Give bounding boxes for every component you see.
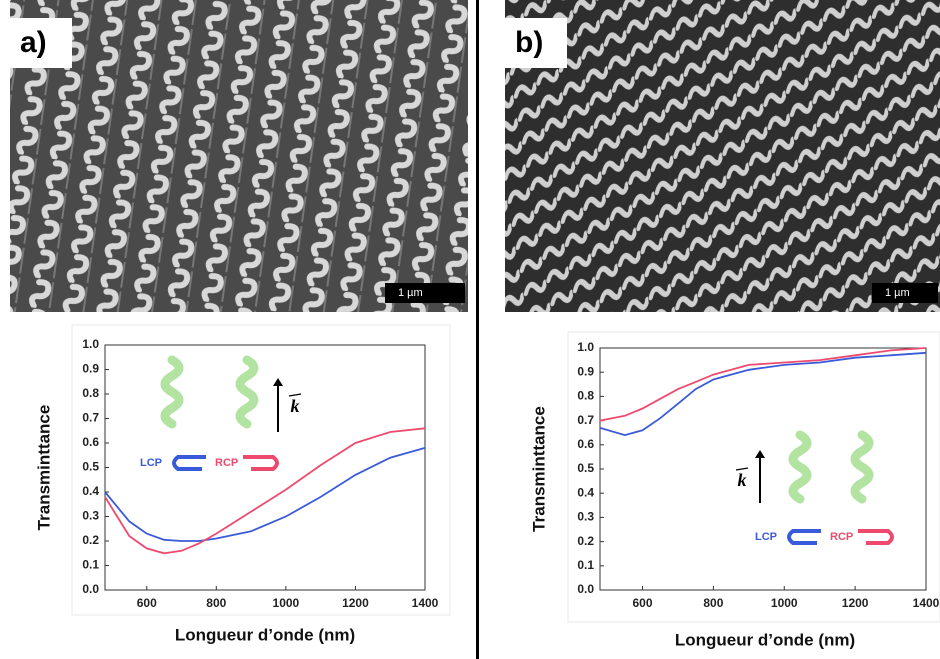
y-tick-label: 0.4 xyxy=(82,484,99,498)
y-tick-label: 0.0 xyxy=(577,582,594,596)
y-tick-label: 0.7 xyxy=(82,411,99,425)
y-tick-label: 0.9 xyxy=(82,362,99,376)
y-tick-label: 1.0 xyxy=(577,340,594,354)
legend-swatch xyxy=(858,529,894,545)
y-tick-label: 0.6 xyxy=(577,437,594,451)
y-tick-label: 0.7 xyxy=(577,413,594,427)
divider xyxy=(476,0,479,659)
y-tick-label: 0.1 xyxy=(577,558,594,572)
y-tick-label: 0.1 xyxy=(82,558,99,572)
line-series xyxy=(104,447,426,542)
vector-bar xyxy=(288,393,302,397)
line-series xyxy=(599,351,927,437)
y-tick-label: 0.2 xyxy=(82,533,99,547)
line-series xyxy=(104,427,426,555)
scale-bar-label: 1 µm xyxy=(398,287,423,299)
legend-label: LCP xyxy=(755,531,777,543)
sem-image xyxy=(10,0,468,312)
x-axis-label: Longueur d’onde (nm) xyxy=(175,625,355,644)
panel-label: a) xyxy=(20,26,47,59)
y-tick-label: 0.3 xyxy=(577,510,594,524)
x-tick-label: 1200 xyxy=(342,596,369,610)
panel-label-box xyxy=(505,18,567,68)
x-tick-label: 1000 xyxy=(273,596,300,610)
helix xyxy=(235,355,259,429)
chart-frame xyxy=(567,331,940,623)
y-tick-label: 0.5 xyxy=(82,460,99,474)
y-axis-label: Transminttance xyxy=(34,405,53,531)
y-tick-label: 0.2 xyxy=(577,534,594,548)
x-tick-label: 800 xyxy=(703,596,723,610)
y-tick-label: 0.5 xyxy=(577,461,594,475)
x-tick-label: 1000 xyxy=(771,596,798,610)
wave-vector-head xyxy=(273,378,283,386)
wave-vector-label: k xyxy=(291,396,300,416)
scale-bar-label: 1 µm xyxy=(885,287,910,299)
x-tick-label: 600 xyxy=(633,596,653,610)
legend-swatch xyxy=(243,455,279,471)
sem-image xyxy=(505,0,940,312)
panel-label: b) xyxy=(515,26,543,59)
y-axis-label: Transminttance xyxy=(529,406,548,532)
y-tick-label: 0.4 xyxy=(577,485,594,499)
helix xyxy=(850,430,874,504)
scale-bar xyxy=(385,283,465,303)
x-tick-label: 800 xyxy=(206,596,226,610)
y-tick-label: 1.0 xyxy=(82,337,99,351)
helix xyxy=(788,430,812,504)
x-tick-label: 1200 xyxy=(842,596,869,610)
wave-vector-head xyxy=(755,450,765,458)
line-series xyxy=(599,347,927,422)
x-tick-label: 1400 xyxy=(412,596,439,610)
x-tick-label: 1400 xyxy=(913,596,940,610)
wave-vector-label: k xyxy=(738,470,747,490)
y-tick-label: 0.8 xyxy=(82,386,99,400)
x-tick-label: 600 xyxy=(137,596,157,610)
legend-swatch xyxy=(172,455,206,471)
y-tick-label: 0.3 xyxy=(82,509,99,523)
y-tick-label: 0.0 xyxy=(82,582,99,596)
y-tick-label: 0.6 xyxy=(82,435,99,449)
y-tick-label: 0.9 xyxy=(577,364,594,378)
legend-label: RCP xyxy=(215,457,238,469)
legend-label: RCP xyxy=(830,531,853,543)
panel-label-box xyxy=(10,18,72,68)
legend-swatch xyxy=(787,529,821,545)
scale-bar xyxy=(872,283,938,303)
y-tick-label: 0.8 xyxy=(577,389,594,403)
vector-bar xyxy=(735,467,749,471)
x-axis-label: Longueur d’onde (nm) xyxy=(675,630,855,649)
helix xyxy=(160,355,184,429)
legend-label: LCP xyxy=(140,457,162,469)
